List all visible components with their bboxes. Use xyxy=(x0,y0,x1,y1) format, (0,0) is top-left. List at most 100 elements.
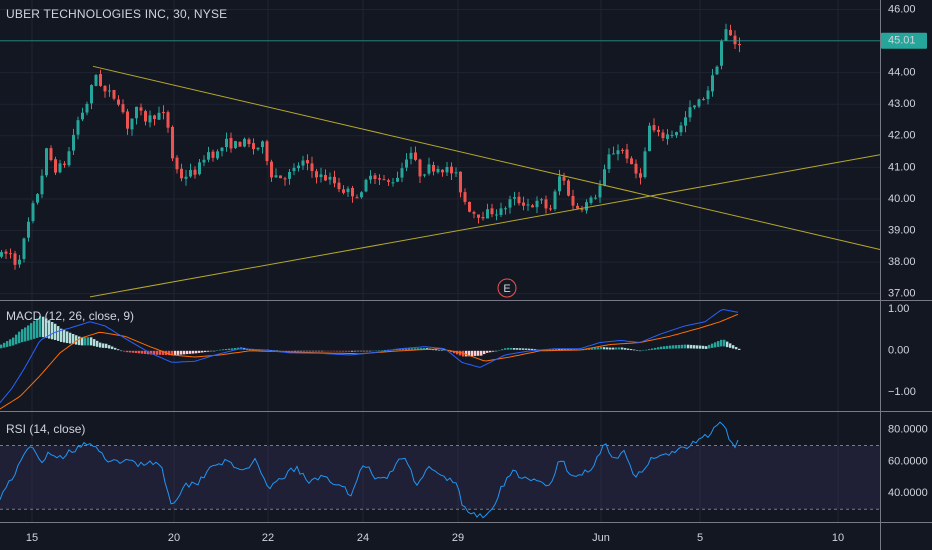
macd-histogram-bar xyxy=(177,350,180,355)
time-axis-tick: 22 xyxy=(262,532,274,544)
macd-histogram-bar xyxy=(234,348,237,350)
macd-histogram-bar xyxy=(48,320,51,339)
macd-histogram-bar xyxy=(342,350,345,352)
candle xyxy=(252,143,255,150)
candle xyxy=(270,161,273,178)
macd-histogram-bar xyxy=(6,341,9,347)
macd-histogram-bar xyxy=(450,350,453,353)
macd-histogram-bar xyxy=(39,316,42,338)
macd-histogram-bar xyxy=(645,349,648,351)
macd-axis-tick: −1.00 xyxy=(888,386,916,398)
candle xyxy=(436,168,440,173)
price-axis-tick: 44.00 xyxy=(888,67,916,79)
candle xyxy=(486,209,489,219)
candle xyxy=(283,178,287,180)
candle xyxy=(414,152,417,160)
candle xyxy=(688,107,692,118)
macd-histogram-bar xyxy=(519,348,522,350)
macd-histogram-bar xyxy=(660,346,663,350)
candle xyxy=(369,175,372,180)
macd-histogram-bar xyxy=(9,339,12,347)
macd-histogram-bar xyxy=(153,350,156,355)
candle xyxy=(562,176,566,181)
candle xyxy=(427,164,431,174)
macd-histogram-bar xyxy=(405,348,408,350)
macd-histogram-bar xyxy=(510,347,513,350)
macd-histogram-bar xyxy=(168,350,171,356)
macd-histogram-bar xyxy=(588,348,591,350)
macd-histogram-bar xyxy=(423,348,426,350)
rsi-axis-tick: 80.0000 xyxy=(888,423,928,435)
macd-histogram-bar xyxy=(345,350,348,352)
macd-histogram-bar xyxy=(117,349,120,351)
macd-histogram-bar xyxy=(114,347,117,350)
price-axis-tick: 39.00 xyxy=(888,224,916,236)
macd-histogram-bar xyxy=(87,337,90,346)
candle xyxy=(459,171,462,193)
macd-histogram-bar xyxy=(411,348,414,350)
macd-histogram-bar xyxy=(291,350,294,352)
macd-axis-tick: 1.00 xyxy=(888,303,909,315)
candle xyxy=(346,188,350,193)
candle xyxy=(463,192,467,202)
candle xyxy=(22,238,26,259)
candle xyxy=(607,154,611,170)
candle xyxy=(355,197,359,199)
candle xyxy=(661,132,665,139)
macd-histogram-bar xyxy=(714,342,717,348)
macd-histogram-bar xyxy=(21,329,24,343)
macd-histogram-bar xyxy=(699,345,702,349)
candle xyxy=(256,147,260,150)
macd-histogram-bar xyxy=(417,348,420,350)
macd-histogram-bar xyxy=(174,350,177,356)
macd-histogram-bar xyxy=(24,327,27,342)
macd-histogram-bar xyxy=(36,318,39,338)
macd-histogram-bar xyxy=(0,344,3,349)
macd-histogram-bar xyxy=(459,350,462,356)
candle xyxy=(9,253,12,255)
candle xyxy=(679,125,683,133)
candle xyxy=(54,159,57,173)
macd-histogram-bar xyxy=(207,350,210,352)
candle xyxy=(499,208,503,215)
candle xyxy=(720,41,723,66)
candle xyxy=(274,175,278,178)
macd-histogram-bar xyxy=(555,349,558,351)
macd-histogram-bar xyxy=(504,348,507,350)
candle xyxy=(702,99,705,101)
macd-histogram-bar xyxy=(630,349,633,351)
price-axis-tick: 38.00 xyxy=(888,256,916,268)
candle xyxy=(58,163,62,173)
macd-histogram-bar xyxy=(465,350,468,357)
candle xyxy=(697,99,701,107)
candle xyxy=(49,148,53,161)
macd-histogram-bar xyxy=(33,320,36,339)
macd-histogram-bar xyxy=(105,343,108,348)
macd-histogram-bar xyxy=(126,350,129,353)
macd-histogram-bar xyxy=(384,349,387,351)
candle xyxy=(567,180,570,196)
candle xyxy=(171,126,174,159)
macd-histogram-bar xyxy=(96,340,99,347)
macd-histogram-bar xyxy=(726,341,729,348)
macd-histogram-bar xyxy=(723,339,726,347)
macd-histogram-bar xyxy=(108,345,111,349)
macd-histogram-bar xyxy=(624,348,627,350)
macd-histogram-bar xyxy=(597,347,600,350)
last-price-badge xyxy=(881,32,927,49)
candle xyxy=(27,221,30,238)
candle xyxy=(324,174,327,181)
macd-histogram-bar xyxy=(171,350,174,356)
macd-histogram-bar xyxy=(51,321,54,340)
candle xyxy=(45,148,48,176)
candle xyxy=(130,118,134,130)
candle xyxy=(652,125,656,131)
macd-histogram-bar xyxy=(237,347,240,350)
macd-histogram-bar xyxy=(681,344,684,349)
candle xyxy=(153,115,156,120)
macd-histogram-bar xyxy=(672,345,675,349)
macd-histogram-bar xyxy=(18,331,21,344)
macd-histogram-bar xyxy=(693,345,696,349)
